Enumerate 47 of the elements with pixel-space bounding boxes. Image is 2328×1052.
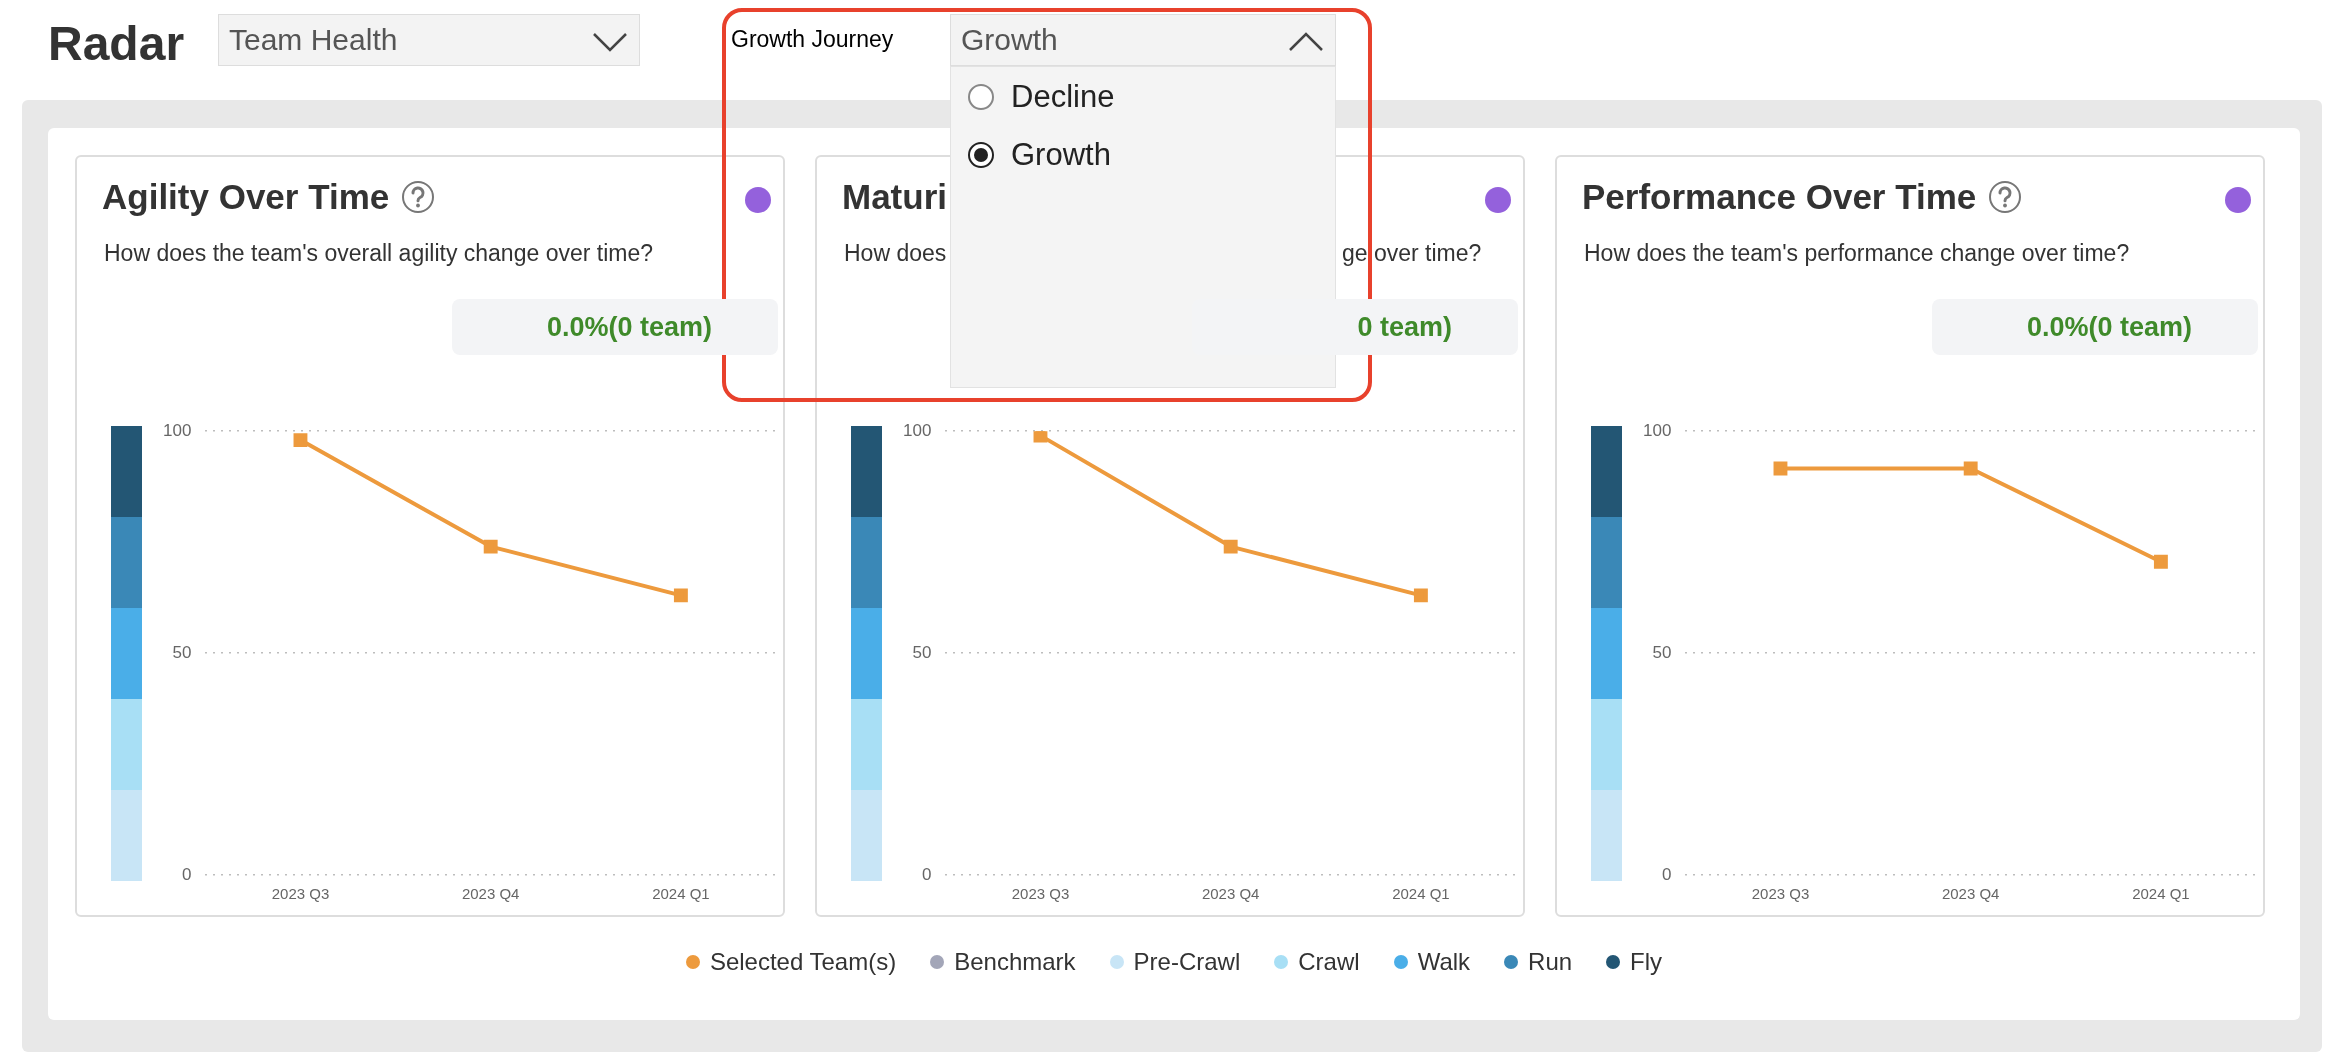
y-tick-label: 50 bbox=[912, 642, 932, 662]
text: ge over time? bbox=[1342, 240, 1482, 267]
point bbox=[1223, 539, 1238, 554]
legend-label: Selected Team(s) bbox=[709, 948, 897, 976]
legend-label: Pre-Crawl bbox=[1133, 948, 1241, 976]
x-tick-label: 2023 Q3 bbox=[1011, 885, 1070, 903]
y-tick-label: 50 bbox=[172, 642, 192, 662]
y-tick-label: 100 bbox=[162, 420, 192, 440]
x-tick-label: 2023 Q4 bbox=[1941, 885, 2000, 903]
text: Growth Journey bbox=[731, 26, 894, 53]
y-tick-label: 0 bbox=[181, 864, 192, 884]
text: Growth bbox=[1011, 137, 1111, 173]
point bbox=[1033, 431, 1048, 443]
y-tick-label: 100 bbox=[902, 420, 932, 440]
text: Decline bbox=[1011, 79, 1115, 115]
legend-label: Fly bbox=[1630, 948, 1663, 976]
x-tick-label: 2023 Q4 bbox=[461, 885, 520, 903]
y-tick-label: 100 bbox=[1642, 420, 1672, 440]
point bbox=[483, 539, 498, 554]
x-tick-label: 2024 Q1 bbox=[652, 885, 710, 903]
chart-subtitle: How does the team's performance change over time? bbox=[1584, 240, 2130, 267]
point bbox=[293, 433, 308, 448]
point bbox=[673, 588, 688, 603]
point bbox=[1413, 588, 1428, 603]
chart-title: Agility Over Time bbox=[102, 177, 390, 217]
dropdown: Team Health bbox=[218, 14, 640, 66]
y-tick-label: 0 bbox=[1661, 864, 1672, 884]
chart-subtitle: How does bbox=[844, 240, 947, 267]
chart-title: Maturi bbox=[842, 177, 947, 217]
text: 0.0%(0 team) bbox=[1932, 299, 2258, 355]
y-tick-label: 50 bbox=[1652, 642, 1672, 662]
x-tick-label: 2023 Q3 bbox=[271, 885, 330, 903]
legend-label: Run bbox=[1528, 948, 1573, 976]
chart-subtitle: How does the team's overall agility change over time? bbox=[104, 240, 654, 267]
text: 0 team) bbox=[1192, 299, 1518, 355]
chart-title: Performance Over Time bbox=[1582, 177, 1977, 217]
text: Radar bbox=[48, 16, 185, 71]
x-tick-label: 2023 Q4 bbox=[1201, 885, 1260, 903]
x-tick-label: 2023 Q3 bbox=[1751, 885, 1810, 903]
legend-label: Benchmark bbox=[954, 948, 1076, 976]
x-tick-label: 2024 Q1 bbox=[2132, 885, 2190, 903]
x-tick-label: 2024 Q1 bbox=[1392, 885, 1450, 903]
text: 0.0%(0 team) bbox=[452, 299, 778, 355]
y-tick-label: 0 bbox=[921, 864, 932, 884]
legend-label: Walk bbox=[1417, 948, 1471, 976]
dropdown: Growth bbox=[950, 14, 1336, 66]
legend-label: Crawl bbox=[1298, 948, 1360, 976]
